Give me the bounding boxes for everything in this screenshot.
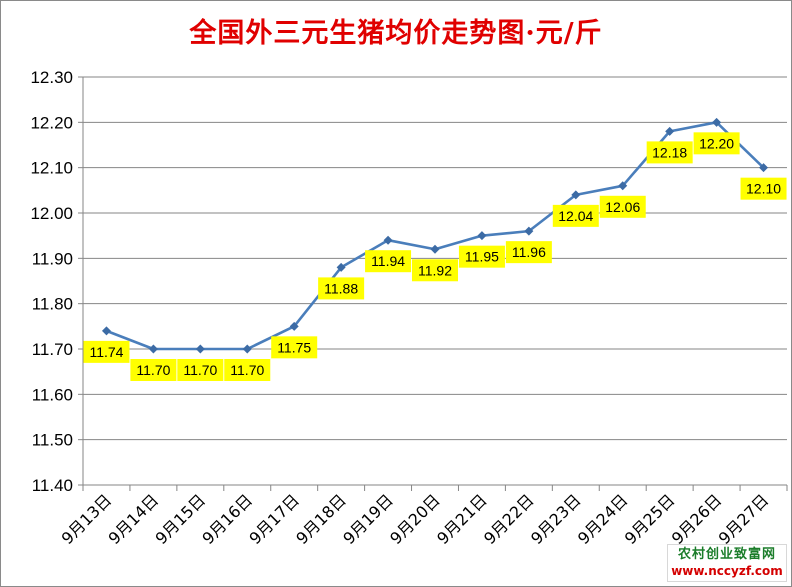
x-tick-label: 9月14日 <box>105 490 163 548</box>
data-point <box>195 344 205 354</box>
y-tick-label: 11.40 <box>32 476 73 495</box>
chart-title: 全国外三元生猪均价走势图·元/斤 <box>189 18 603 49</box>
data-label: 12.06 <box>605 199 640 215</box>
data-point <box>665 126 675 136</box>
data-point <box>477 231 487 241</box>
data-label-box <box>552 204 599 227</box>
x-tick-label: 9月21日 <box>433 490 491 548</box>
y-tick-label: 11.90 <box>32 249 73 268</box>
data-point <box>289 321 299 331</box>
y-tick-label: 11.80 <box>32 295 73 314</box>
data-label: 11.70 <box>230 362 264 378</box>
x-tick-label: 9月25日 <box>621 490 679 548</box>
data-label: 11.95 <box>465 249 499 265</box>
y-tick-label: 11.60 <box>32 385 73 404</box>
data-point <box>571 190 581 200</box>
x-tick-label: 9月16日 <box>198 490 256 548</box>
x-tick-label: 9月15日 <box>151 490 209 548</box>
x-tick-label: 9月13日 <box>58 490 116 548</box>
data-label: 11.75 <box>277 339 311 355</box>
x-tick-label: 9月23日 <box>527 490 585 548</box>
data-point <box>383 235 393 245</box>
data-point <box>618 181 628 191</box>
data-label-box <box>693 132 740 155</box>
x-tick-label: 9月19日 <box>339 490 397 548</box>
data-label: 11.88 <box>324 280 358 296</box>
data-label: 12.20 <box>699 135 734 151</box>
x-tick-label: 9月18日 <box>292 490 350 548</box>
data-point <box>148 344 158 354</box>
watermark: 农村创业致富网 www.nccyzf.com <box>667 544 787 582</box>
data-label: 11.94 <box>371 253 405 269</box>
y-tick-label: 12.30 <box>30 68 73 87</box>
y-tick-label: 11.70 <box>32 340 73 359</box>
x-tick-label: 9月22日 <box>480 490 538 548</box>
x-tick-label: 9月24日 <box>574 490 632 548</box>
data-point <box>430 244 440 254</box>
watermark-site-name: 农村创业致富网 <box>677 547 776 562</box>
data-label-box <box>599 195 646 218</box>
data-label: 11.96 <box>512 244 546 260</box>
data-point <box>101 326 111 336</box>
data-point <box>242 344 252 354</box>
watermark-url: www.nccyzf.com <box>671 564 783 578</box>
data-label-box <box>412 259 458 282</box>
data-label-box <box>224 359 271 381</box>
data-label-box <box>365 250 412 273</box>
data-label-box <box>130 359 177 381</box>
data-label: 12.18 <box>652 144 687 160</box>
data-label-box <box>177 359 224 381</box>
y-tick-label: 12.20 <box>30 113 73 132</box>
data-label-box <box>740 177 787 200</box>
data-point <box>336 262 346 272</box>
data-label-box <box>458 245 505 268</box>
data-point <box>524 226 534 236</box>
data-label: 11.70 <box>183 362 217 378</box>
data-point <box>759 163 769 173</box>
data-label-box <box>646 141 693 164</box>
y-tick-label: 11.50 <box>32 431 73 450</box>
data-label-box <box>505 241 552 264</box>
data-label: 11.92 <box>418 262 452 278</box>
data-label-box <box>318 277 365 300</box>
data-label: 11.74 <box>89 344 123 360</box>
data-label: 11.70 <box>136 362 170 378</box>
data-point <box>712 117 722 127</box>
y-tick-label: 12.10 <box>30 159 73 178</box>
x-tick-label: 9月20日 <box>386 490 444 548</box>
data-label-box <box>271 336 318 359</box>
x-tick-label: 9月26日 <box>668 490 726 548</box>
data-label: 12.10 <box>746 181 781 197</box>
data-label: 12.04 <box>558 208 593 224</box>
x-tick-label: 9月17日 <box>245 490 303 548</box>
data-label-box <box>83 340 130 363</box>
y-tick-label: 12.00 <box>30 204 73 223</box>
x-tick-label: 9月27日 <box>715 490 773 548</box>
